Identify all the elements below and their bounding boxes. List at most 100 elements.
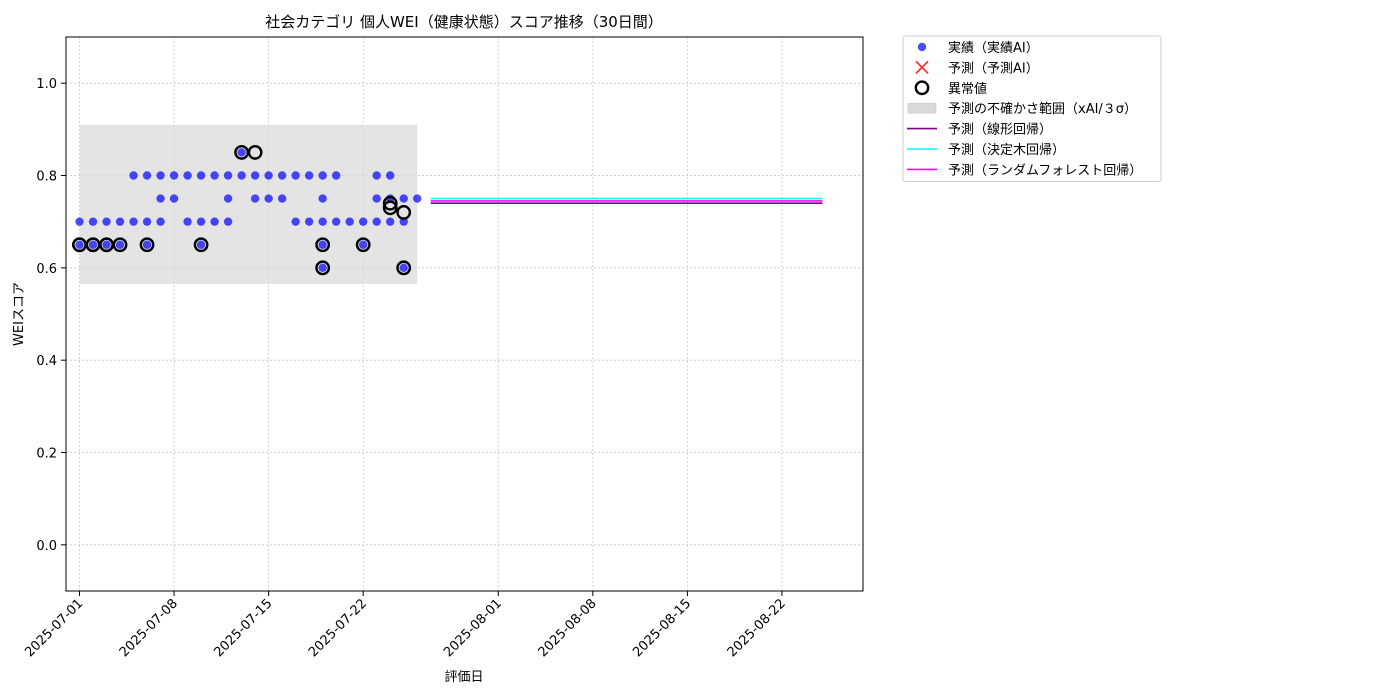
actual-point	[386, 217, 395, 226]
actual-point	[277, 171, 287, 180]
legend-label: 予測（ランダムフォレスト回帰）	[948, 162, 1142, 178]
actual-point	[264, 194, 273, 203]
x-axis-label: 評価日	[444, 670, 483, 685]
anomaly-ring	[396, 260, 412, 276]
actual-point	[345, 217, 354, 226]
legend-box	[902, 35, 1162, 182]
y-tick-label: 0.2	[36, 447, 57, 462]
x-tick-label: 2025-07-22	[306, 596, 370, 660]
actual-point	[399, 217, 408, 226]
legend-label: 予測（線形回帰）	[948, 122, 1052, 138]
anomaly-ring	[315, 260, 331, 276]
legend-label: 異常値	[948, 81, 987, 97]
anomaly-ring	[355, 237, 371, 253]
actual-point	[237, 148, 246, 157]
actual-point	[142, 171, 152, 180]
x-tick-label: 2025-07-08	[117, 596, 181, 660]
actual-point	[196, 171, 206, 180]
actual-point	[183, 171, 192, 180]
legend-x-icon	[915, 60, 929, 75]
legend-label: 予測（決定木回帰）	[948, 142, 1065, 158]
actual-point	[318, 194, 327, 203]
x-tick-label: 2025-07-01	[22, 596, 86, 660]
uncertainty-band	[79, 124, 418, 284]
actual-point	[386, 171, 395, 180]
actual-point	[291, 171, 300, 180]
y-tick-label: 0.8	[36, 170, 57, 185]
y-axis-ticks: 0.0 0.2 0.4 0.6 0.8 1.0	[36, 77, 66, 554]
actual-point	[318, 171, 327, 180]
actual-point	[156, 171, 165, 180]
legend-band-icon	[907, 102, 937, 114]
actual-point	[318, 240, 327, 249]
actual-point	[399, 263, 408, 273]
actual-point	[372, 217, 381, 226]
actual-point	[129, 217, 138, 226]
actual-point	[129, 171, 138, 180]
actual-point	[318, 217, 327, 226]
actual-point	[115, 240, 125, 249]
anomaly-ring	[382, 195, 398, 211]
actual-point	[88, 240, 98, 249]
x-tick-label: 2025-08-01	[441, 596, 505, 660]
actual-point	[196, 240, 206, 249]
x-tick-label: 2025-07-15	[211, 596, 275, 660]
actual-point	[75, 217, 84, 226]
actual-point	[250, 171, 260, 180]
anomaly-ring	[193, 237, 209, 253]
actual-point	[304, 171, 314, 180]
actual-point	[210, 217, 219, 226]
actual-point	[142, 240, 152, 249]
anomaly-ring	[396, 205, 412, 220]
actual-point	[75, 240, 84, 249]
anomaly-ring	[139, 237, 155, 253]
y-axis-label: WEIスコア	[12, 282, 27, 346]
x-tick-label: 2025-08-08	[536, 596, 600, 660]
legend-ring-icon	[914, 80, 930, 96]
actual-point	[413, 194, 422, 203]
anomaly-ring	[247, 145, 263, 160]
actual-point	[142, 217, 152, 226]
actual-point	[102, 217, 111, 226]
actual-point	[210, 171, 219, 180]
actual-point	[399, 194, 408, 203]
actual-point	[196, 217, 206, 226]
actual-point	[250, 194, 260, 203]
anomaly-ring	[315, 237, 331, 253]
actual-point	[372, 194, 381, 203]
actual-point	[331, 217, 341, 226]
actual-point	[223, 217, 233, 226]
actual-point	[115, 217, 125, 226]
x-tick-label: 2025-08-15	[630, 596, 694, 660]
grid-lines	[66, 37, 863, 591]
actual-points	[75, 148, 422, 273]
actual-point	[304, 217, 314, 226]
actual-point	[318, 263, 327, 273]
actual-point	[183, 217, 192, 226]
actual-point	[372, 171, 381, 180]
actual-point	[169, 171, 179, 180]
actual-point	[156, 217, 165, 226]
actual-point	[291, 217, 300, 226]
actual-point	[331, 171, 341, 180]
actual-point	[156, 194, 165, 203]
legend-label: 予測（予測AI）	[948, 61, 1039, 76]
uncertainty-band-rect	[79, 124, 418, 284]
chart-title: 社会カテゴリ 個人WEI（健康状態）スコア推移（30日間）	[265, 13, 663, 31]
plot-frame	[65, 36, 864, 592]
x-tick-label: 2025-08-22	[725, 596, 789, 660]
anomaly-ring	[382, 200, 398, 216]
x-axis-ticks: 2025-07-01 2025-07-08 2025-07-15 2025-07-22…	[22, 591, 789, 660]
y-tick-label: 1.0	[36, 77, 57, 92]
actual-point	[102, 240, 111, 249]
y-tick-label: 0.4	[36, 354, 57, 369]
plot-area	[65, 36, 864, 592]
forecast-lines	[430, 197, 823, 204]
actual-point	[237, 171, 246, 180]
actual-point	[277, 194, 287, 203]
actual-point	[358, 240, 368, 249]
actual-point	[223, 194, 233, 203]
actual-point	[264, 171, 273, 180]
